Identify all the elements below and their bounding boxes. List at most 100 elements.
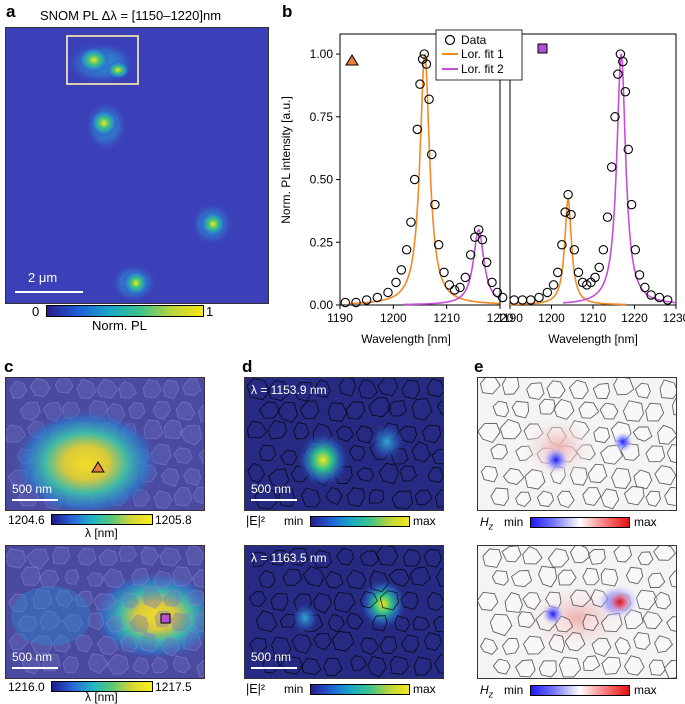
hole-cell	[600, 488, 620, 510]
hole-cell	[141, 586, 163, 609]
hole-cell	[262, 656, 281, 673]
data-point	[509, 295, 519, 305]
hole-cell	[402, 548, 422, 567]
hole-cell	[502, 467, 525, 485]
hole-cell	[517, 611, 536, 628]
data-point	[646, 290, 656, 300]
hole-cell	[356, 467, 375, 482]
hole-cell	[267, 380, 290, 402]
y-tick-label: 0.50	[310, 173, 334, 187]
hole-cell	[268, 468, 290, 489]
hole-cell	[647, 572, 666, 588]
hole-cell	[76, 378, 97, 400]
hole-cell	[413, 656, 433, 676]
hole-cell	[324, 570, 344, 589]
hole-cell	[96, 378, 119, 399]
data-point	[613, 69, 623, 79]
x-tick-label: 1220	[621, 311, 648, 325]
hole-cell	[77, 547, 97, 566]
lorentzian-fit-2	[403, 228, 501, 306]
hole-cell	[331, 631, 355, 652]
hole-cell	[623, 655, 645, 676]
hole-cell	[348, 444, 366, 461]
data-point	[569, 245, 580, 255]
hole-cell	[64, 569, 80, 585]
data-point	[444, 280, 455, 290]
panel-label-a: a	[6, 2, 16, 21]
data-point	[662, 295, 673, 305]
data-point	[419, 49, 430, 59]
y-tick-label: 0.25	[310, 235, 334, 249]
hole-cell	[271, 636, 292, 658]
hole-cell	[645, 402, 665, 422]
hole-cell	[510, 570, 533, 588]
scale-bar-c-top-label: 500 nm	[12, 482, 53, 496]
hole-cell	[106, 653, 130, 675]
hole-cell	[427, 467, 443, 484]
hole-cell	[181, 378, 202, 396]
hole-cell	[587, 463, 608, 484]
hole-cell	[87, 612, 105, 631]
hole-cell	[153, 490, 173, 509]
cbar-e-top-max: max	[634, 515, 657, 529]
hole-cell	[325, 487, 343, 506]
hole-cell	[653, 591, 672, 610]
hole-cell	[522, 546, 543, 565]
hole-cell	[277, 487, 296, 507]
hole-cell	[53, 634, 71, 653]
data-point	[372, 292, 383, 303]
hole-cell	[367, 655, 387, 678]
hole-cell	[327, 613, 345, 633]
hole-cell	[346, 487, 365, 507]
hole-cell	[334, 591, 356, 613]
hole-cell	[259, 444, 277, 462]
hole-cell	[582, 487, 602, 506]
hole-cell	[592, 382, 610, 400]
lambda-map-bottom	[6, 546, 204, 677]
hole-cell	[185, 590, 204, 607]
hole-cell	[569, 546, 591, 564]
data-point	[640, 282, 650, 293]
hole-cell	[159, 547, 182, 567]
hole-cell	[435, 489, 443, 508]
hole-cell	[377, 378, 399, 397]
hole-cell	[153, 570, 173, 589]
cbar-d-bottom-min: min	[284, 682, 304, 696]
hole-cell	[198, 403, 204, 422]
hole-cell	[666, 616, 676, 632]
hole-cell	[548, 633, 565, 654]
data-point	[430, 199, 440, 210]
hole-cell	[359, 590, 378, 609]
square-marker-icon	[537, 43, 548, 54]
x-axis-label-right: Wavelength [nm]	[548, 332, 638, 346]
hole-cell	[162, 379, 180, 400]
hole-cell	[492, 658, 511, 675]
colorbar-c-bottom	[51, 681, 153, 692]
panel-label-e: e	[474, 357, 484, 376]
hole-cell	[119, 635, 138, 653]
hole-cell	[74, 590, 94, 608]
hole-cell	[192, 486, 204, 504]
efield-map-top	[246, 378, 443, 510]
hole-cell	[19, 401, 41, 421]
hole-cell	[300, 657, 322, 676]
hole-cell	[173, 447, 193, 464]
hole-cell	[172, 566, 193, 587]
snom-pl-image	[65, 35, 234, 303]
data-point	[594, 262, 604, 273]
hole-cell	[102, 568, 126, 589]
hole-cell	[564, 632, 586, 652]
data-point	[630, 245, 641, 255]
hole-cell	[152, 400, 172, 420]
hole-cell	[121, 592, 139, 610]
hole-cell	[105, 615, 124, 632]
hole-cell	[491, 570, 509, 586]
hole-cell	[654, 465, 676, 486]
hole-cell	[118, 380, 137, 399]
hole-cell	[21, 657, 41, 675]
hole-cell	[570, 589, 592, 608]
y-tick-label: 1.00	[310, 47, 334, 61]
colorbar-e-top	[530, 517, 630, 528]
data-point	[424, 94, 434, 104]
hole-cell	[350, 655, 368, 671]
